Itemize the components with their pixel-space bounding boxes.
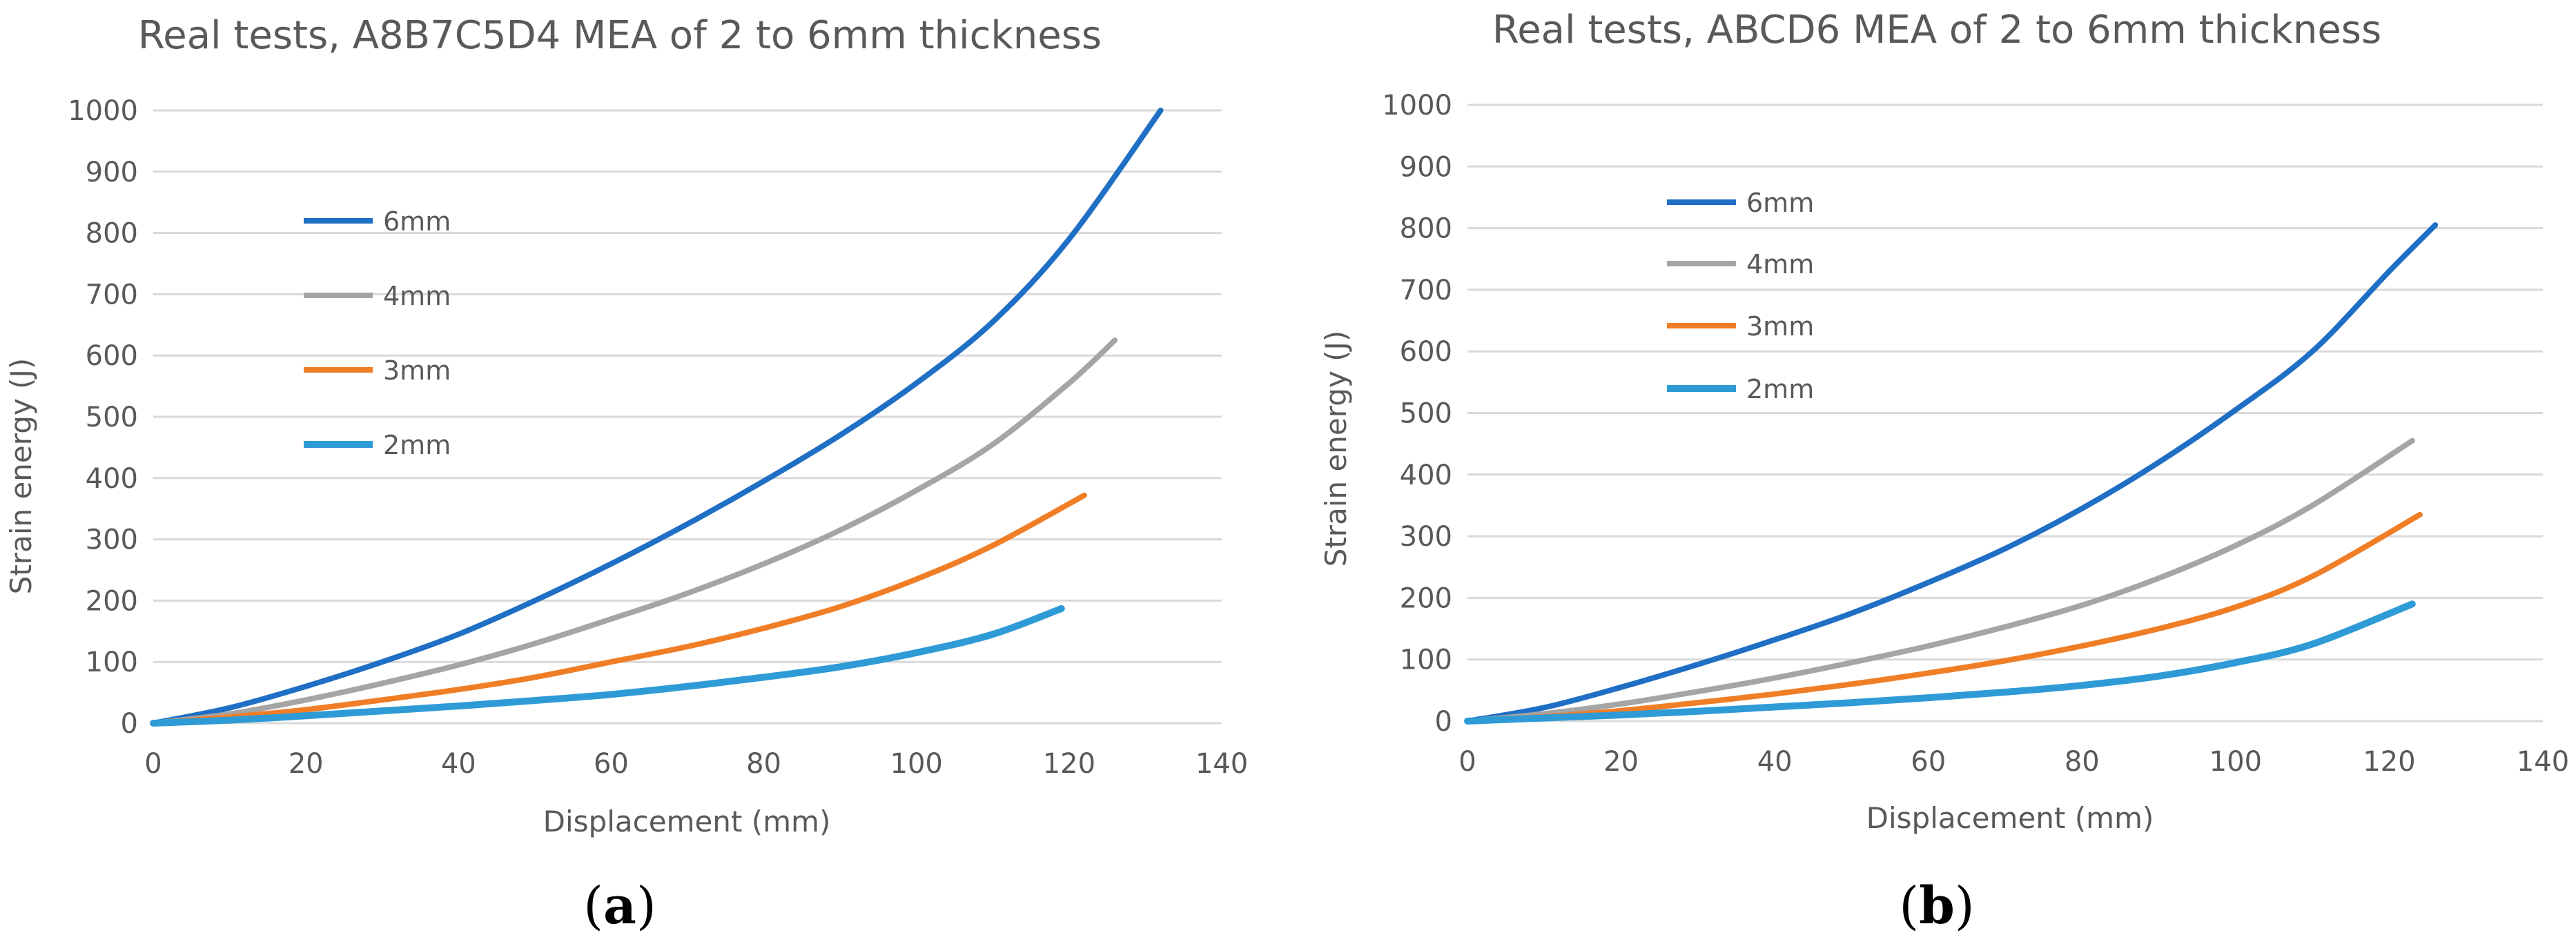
legend-item-4mm: 4mm [304,281,451,311]
panel-letter-a: a [603,876,636,936]
series-line-4mm [1465,437,2415,724]
x-tick-label: 120 [2363,746,2415,778]
x-tick-label: 120 [1043,748,1095,780]
x-ticks: 0 20 40 60 80 100 120 140 [144,748,1248,780]
panel-letter-b: b [1919,876,1955,936]
legend-label-6mm: 6mm [1746,188,1814,218]
y-tick-label: 900 [86,157,138,188]
legend-item-3mm: 3mm [304,355,451,386]
panel-b-chart: Real tests, ABCD6 MEA of 2 to 6mm thickn… [1319,8,2569,936]
legend-item-6mm: 6mm [304,206,451,237]
series-lines [1464,222,2439,725]
y-tick-label: 900 [1400,151,1452,183]
legend: 6mm 4mm 3mm 2mm [304,206,451,460]
legend-label-4mm: 4mm [1746,249,1814,279]
series-line-2mm [150,604,1065,727]
y-ticks: 0 100 200 300 400 500 600 700 800 900 1000 [68,95,138,740]
x-axis-label: Displacement (mm) [543,805,831,838]
y-axis-label: Strain energy (J) [1319,331,1353,567]
x-tick-label: 60 [1911,746,1946,778]
series-line-2mm [1464,600,2416,725]
legend-label-3mm: 3mm [1746,311,1814,342]
legend-label-6mm: 6mm [383,206,451,237]
y-tick-label: 1000 [68,95,138,127]
y-tick-label: 0 [1435,706,1452,738]
y-tick-label: 300 [1400,521,1452,553]
x-tick-label: 0 [1458,746,1476,778]
x-tick-label: 40 [441,748,476,780]
y-tick-label: 400 [86,463,138,495]
y-tick-label: 200 [86,585,138,617]
legend-item-4mm: 4mm [1667,249,1814,279]
x-tick-label: 80 [2065,746,2100,778]
legend-item-3mm: 3mm [1667,311,1814,342]
x-tick-label: 0 [144,748,162,780]
series-line-3mm [1465,511,2423,724]
y-tick-label: 100 [86,647,138,678]
x-tick-label: 100 [2209,746,2262,778]
x-tick-label: 40 [1757,746,1793,778]
legend-label-4mm: 4mm [383,281,451,311]
y-tick-label: 700 [86,279,138,311]
legend-item-2mm: 2mm [1667,374,1814,404]
gridlines [153,109,1222,725]
y-tick-label: 500 [1400,398,1452,430]
x-tick-label: 80 [746,748,781,780]
series-line-4mm [150,337,1118,726]
panel-label-a: (a) [583,876,656,936]
y-tick-label: 600 [1400,336,1452,368]
x-tick-label: 140 [1196,748,1248,780]
legend-item-2mm: 2mm [304,430,451,460]
y-tick-label: 100 [1400,645,1452,676]
y-tick-label: 300 [86,524,138,556]
legend-item-6mm: 6mm [1667,188,1814,218]
x-ticks: 0 20 40 60 80 100 120 140 [1458,746,2569,778]
y-tick-label: 500 [86,402,138,433]
x-tick-label: 20 [1603,746,1639,778]
legend-label-2mm: 2mm [383,430,451,460]
legend-label-3mm: 3mm [383,355,451,386]
x-tick-label: 20 [289,748,324,780]
x-axis-label: Displacement (mm) [1866,801,2154,835]
series-line-6mm [1465,222,2439,724]
x-tick-label: 60 [594,748,629,780]
series-line-6mm [150,108,1164,726]
chart-title: Real tests, ABCD6 MEA of 2 to 6mm thickn… [1492,8,2381,52]
legend-label-2mm: 2mm [1746,374,1814,404]
y-tick-label: 800 [1400,213,1452,245]
y-ticks: 0 100 200 300 400 500 600 700 800 900 1000 [1382,90,1452,738]
panel-a-chart: Real tests, A8B7C5D4 MEA of 2 to 6mm thi… [4,13,1248,936]
y-tick-label: 0 [121,708,138,740]
y-tick-label: 600 [86,340,138,372]
y-tick-label: 700 [1400,275,1452,306]
x-tick-label: 100 [890,748,943,780]
gridlines [1467,104,2543,722]
panel-label-b: (b) [1899,876,1975,936]
y-axis-label: Strain energy (J) [4,358,38,595]
series-line-3mm [150,492,1087,726]
y-tick-label: 200 [1400,582,1452,614]
y-tick-label: 400 [1400,460,1452,491]
y-tick-label: 800 [86,218,138,250]
chart-title: Real tests, A8B7C5D4 MEA of 2 to 6mm thi… [138,13,1102,58]
y-tick-label: 1000 [1382,90,1452,121]
x-tick-label: 140 [2517,746,2569,778]
legend: 6mm 4mm 3mm 2mm [1667,188,1814,404]
series-lines [150,108,1164,727]
